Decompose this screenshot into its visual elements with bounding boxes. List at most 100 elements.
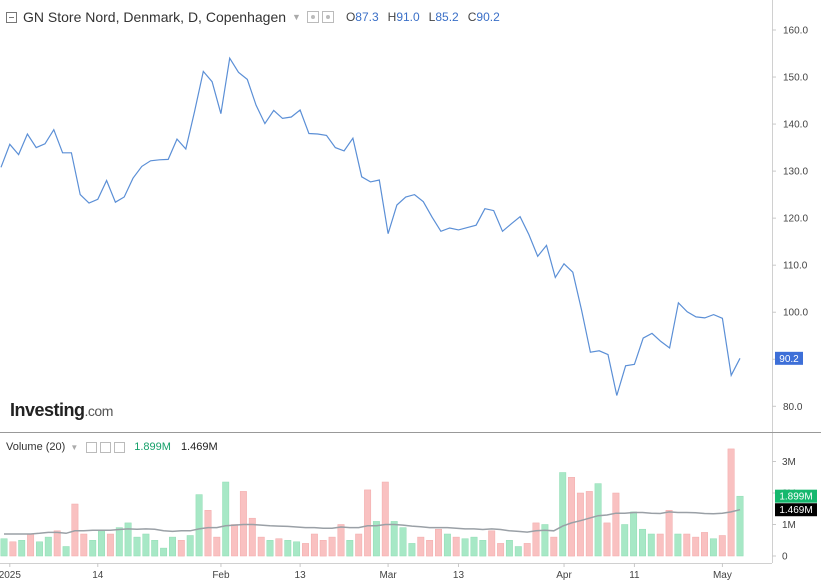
volume-bar bbox=[36, 541, 43, 557]
volume-bar bbox=[594, 483, 602, 557]
x-tick-label: 13 bbox=[295, 570, 307, 581]
price-pane: 80.090.0100.0110.0120.0130.0140.0150.016… bbox=[0, 0, 808, 432]
volume-bar bbox=[257, 536, 265, 557]
volume-average-tag-value: 1.469M bbox=[779, 505, 812, 516]
price-y-tick-label: 140.0 bbox=[783, 120, 808, 131]
volume-bar bbox=[639, 528, 646, 557]
volume-bar bbox=[0, 538, 8, 557]
volume-bar bbox=[443, 533, 451, 557]
price-y-tick-label: 80.0 bbox=[783, 402, 803, 413]
ohlc-high: H91.0 bbox=[387, 10, 420, 24]
volume-bar bbox=[399, 527, 407, 557]
price-y-tick-label: 160.0 bbox=[783, 26, 808, 37]
volume-bar bbox=[124, 522, 132, 557]
last-price-value: 90.2 bbox=[779, 354, 799, 365]
x-tick-label: 2025 bbox=[0, 570, 21, 581]
volume-bar bbox=[62, 546, 70, 557]
volume-bar bbox=[106, 533, 114, 557]
volume-bar bbox=[44, 536, 52, 557]
volume-bar bbox=[98, 530, 105, 557]
price-y-tick-label: 120.0 bbox=[783, 214, 808, 225]
volume-bar bbox=[461, 538, 469, 557]
volume-chevron-down-icon[interactable]: ▼ bbox=[70, 442, 79, 452]
volume-visibility-icon[interactable] bbox=[100, 441, 112, 453]
volume-bar bbox=[372, 521, 380, 557]
volume-bar bbox=[293, 541, 301, 557]
volume-settings-icon[interactable] bbox=[86, 441, 98, 453]
volume-bar bbox=[239, 491, 247, 557]
volume-bar bbox=[213, 536, 221, 557]
volume-bar bbox=[656, 533, 664, 557]
collapse-icon[interactable] bbox=[6, 11, 17, 23]
price-y-tick-label: 150.0 bbox=[783, 73, 808, 84]
x-tick-label: May bbox=[713, 570, 732, 581]
volume-header: Volume (20) ▼ 1.899M 1.469M bbox=[6, 440, 218, 454]
volume-bar bbox=[718, 535, 726, 557]
volume-average-value: 1.469M bbox=[180, 441, 218, 453]
visibility-icon[interactable] bbox=[321, 11, 334, 23]
volume-bar bbox=[488, 530, 496, 557]
volume-bar bbox=[266, 540, 274, 557]
volume-bar bbox=[505, 540, 513, 557]
volume-bar bbox=[550, 536, 558, 557]
instrument-title: GN Store Nord, Denmark, D, Copenhagen bbox=[23, 9, 287, 25]
price-y-tick-label: 130.0 bbox=[783, 167, 808, 178]
volume-bar bbox=[523, 543, 531, 557]
volume-bar bbox=[630, 511, 638, 557]
volume-bar bbox=[169, 536, 176, 557]
volume-bar bbox=[346, 540, 354, 557]
volume-bar bbox=[470, 536, 478, 557]
volume-bar bbox=[27, 533, 35, 557]
volume-bar bbox=[417, 536, 425, 557]
volume-bar bbox=[709, 538, 717, 557]
volume-bar bbox=[355, 533, 363, 557]
volume-bar bbox=[337, 524, 345, 557]
settings-icon[interactable] bbox=[306, 11, 319, 23]
ohlc-low: L85.2 bbox=[428, 10, 459, 24]
x-axis: 2025 14 Feb 13 Mar 13 Apr 11 May bbox=[0, 563, 732, 581]
volume-bar bbox=[736, 495, 744, 557]
volume-bar bbox=[532, 522, 540, 557]
volume-bar bbox=[692, 536, 700, 557]
volume-bar bbox=[408, 543, 416, 557]
volume-bar bbox=[576, 492, 584, 557]
volume-bar bbox=[319, 540, 327, 557]
volume-bar bbox=[621, 524, 629, 557]
volume-bar bbox=[426, 540, 434, 557]
volume-bar bbox=[222, 481, 230, 557]
volume-bar bbox=[452, 536, 460, 557]
volume-bar bbox=[142, 533, 150, 557]
volume-bar bbox=[71, 503, 79, 557]
volume-bar bbox=[328, 536, 336, 557]
x-tick-label: Mar bbox=[379, 570, 397, 581]
volume-current-tag bbox=[775, 489, 817, 503]
price-series-line bbox=[0, 56, 741, 396]
volume-bar bbox=[647, 533, 655, 557]
x-tick-label: Apr bbox=[556, 570, 572, 581]
chevron-down-icon[interactable]: ▼ bbox=[292, 12, 301, 22]
volume-current-tag-value: 1.899M bbox=[779, 492, 812, 503]
volume-bar bbox=[9, 541, 17, 557]
volume-y-tick-label: 0 bbox=[782, 552, 788, 563]
price-y-tick-label: 100.0 bbox=[783, 308, 808, 319]
volume-bar bbox=[80, 533, 88, 557]
volume-bar bbox=[186, 535, 194, 557]
chart-header: GN Store Nord, Denmark, D, Copenhagen ▼ … bbox=[6, 7, 500, 27]
volume-bar bbox=[231, 524, 239, 557]
volume-bar bbox=[559, 472, 567, 557]
volume-average-marker: 1.469M bbox=[775, 503, 817, 517]
volume-label: Volume (20) bbox=[6, 441, 66, 453]
volume-bar bbox=[479, 540, 487, 557]
volume-bar bbox=[133, 536, 141, 557]
volume-close-icon[interactable] bbox=[114, 441, 126, 453]
x-tick-label: 14 bbox=[92, 570, 104, 581]
volume-bar bbox=[514, 546, 522, 557]
volume-bar bbox=[674, 533, 682, 557]
volume-bar bbox=[541, 524, 549, 557]
volume-bar bbox=[683, 533, 691, 557]
volume-bar bbox=[18, 540, 26, 557]
volume-bar bbox=[390, 521, 398, 557]
volume-bar bbox=[160, 547, 168, 557]
volume-bar bbox=[204, 510, 212, 557]
